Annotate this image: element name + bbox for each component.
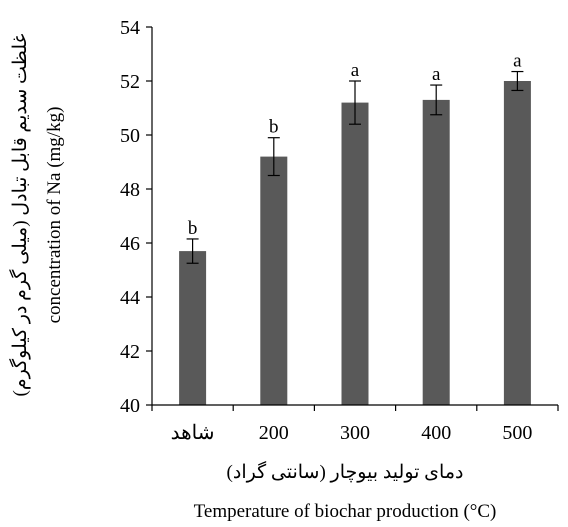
bar bbox=[503, 81, 531, 405]
y-tick-label: 52 bbox=[120, 71, 140, 93]
significance-letters: b b a a a bbox=[188, 51, 522, 239]
y-axis-label-persian: غلظت سدیم قابل تبادل (میلی گرم در کیلوگر… bbox=[8, 33, 31, 396]
y-tick-label: 42 bbox=[120, 341, 140, 363]
significance-letter: b bbox=[188, 218, 198, 239]
bar bbox=[179, 251, 207, 405]
significance-letter: b bbox=[269, 117, 279, 138]
bar bbox=[260, 156, 288, 405]
significance-letter: a bbox=[513, 51, 522, 72]
y-tick-label: 54 bbox=[120, 17, 140, 39]
y-tick-label: 44 bbox=[120, 287, 140, 309]
significance-letter: a bbox=[432, 64, 441, 85]
x-category-label: 200 bbox=[259, 422, 289, 444]
significance-letter: a bbox=[351, 60, 360, 81]
x-category-label: شاهد bbox=[171, 422, 215, 444]
bar bbox=[422, 99, 450, 406]
y-tick-label: 48 bbox=[120, 179, 140, 201]
x-category-label: 400 bbox=[421, 422, 451, 444]
y-tick-label: 40 bbox=[120, 395, 140, 417]
y-tick-label: 46 bbox=[120, 233, 140, 255]
x-axis-ticks: شاهد 200 300 400 500 bbox=[151, 405, 559, 444]
bars bbox=[179, 81, 531, 406]
error-bars bbox=[186, 70, 524, 264]
y-tick-label: 50 bbox=[120, 125, 140, 147]
x-category-label: 500 bbox=[502, 422, 532, 444]
y-axis-ticks: 40 42 44 46 48 50 52 54 bbox=[120, 17, 152, 417]
y-axis-label-english: concentration of Na (mg/kg) bbox=[44, 107, 65, 324]
x-axis-label-english: Temperature of biochar production (°C) bbox=[194, 501, 497, 522]
x-axis-label-persian: دمای تولید بیوچار (سانتی گراد) bbox=[227, 460, 464, 483]
bar bbox=[341, 102, 369, 405]
x-category-label: 300 bbox=[340, 422, 370, 444]
